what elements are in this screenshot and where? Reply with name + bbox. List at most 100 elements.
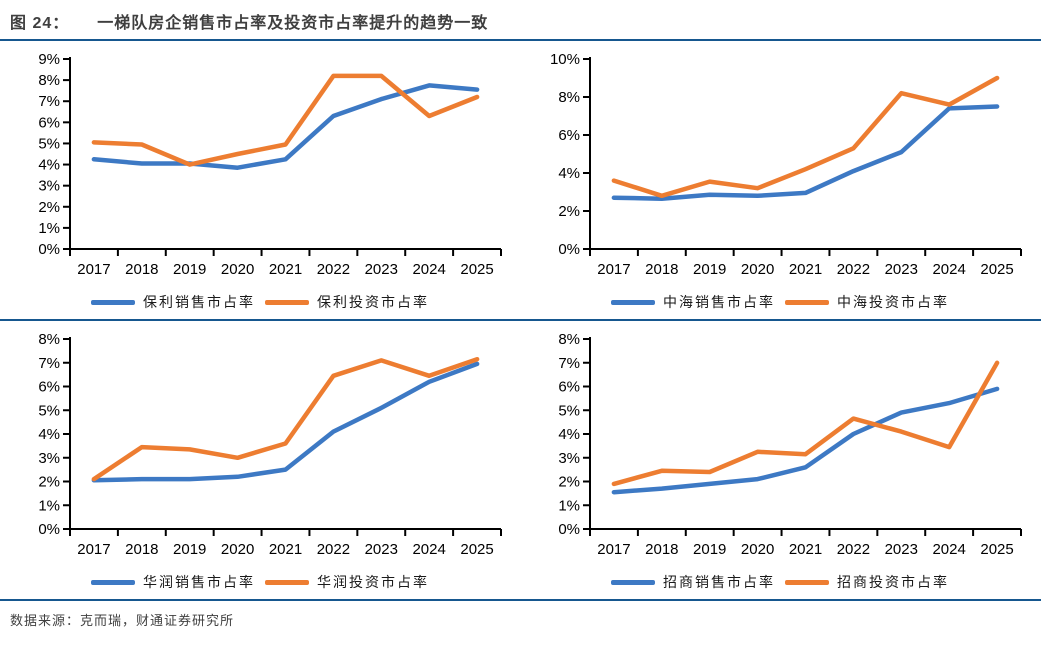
x-tick-label: 2020	[740, 261, 773, 278]
x-tick-label: 2019	[693, 261, 726, 278]
svg-text:6%: 6%	[558, 379, 580, 396]
chart-block-zhonghai: 0% 2% 4% 6% 8% 10% 2017 2018 2019 2020 2021 2022 202…	[520, 47, 1040, 317]
svg-text:0%: 0%	[38, 241, 60, 258]
figure-footer: 数据来源：克而瑞，财通证券研究所	[0, 601, 1041, 630]
svg-text:6%: 6%	[558, 127, 580, 144]
legend-line-marker	[91, 579, 135, 585]
svg-text:3%: 3%	[38, 450, 60, 467]
legend-label: 保利销售市占率	[143, 296, 255, 311]
figure-number-label: 图 24：	[10, 15, 70, 32]
svg-text:7%: 7%	[38, 355, 60, 372]
zhonghai-chart: 0% 2% 4% 6% 8% 10% 2017 2018 2019 2020 2021 2022 202…	[549, 51, 1022, 278]
row-divider-rule	[0, 319, 1041, 321]
x-tick-label: 2023	[884, 541, 917, 558]
x-tick-label: 2021	[268, 261, 301, 278]
svg-text:3%: 3%	[558, 450, 580, 467]
svg-text:0%: 0%	[38, 521, 60, 538]
svg-text:8%: 8%	[558, 89, 580, 106]
poly-chart: 0% 1% 2% 3% 4% 5% 6% 7% 8% 9% 2017 2018 2019 2020 2021…	[38, 51, 502, 278]
svg-text:4%: 4%	[558, 426, 580, 443]
series-line	[91, 83, 479, 170]
x-tick-label: 2024	[412, 541, 445, 558]
svg-text:9%: 9%	[38, 51, 60, 68]
legend-label: 中海销售市占率	[663, 296, 775, 311]
chart-block-huarun: 0% 1% 2% 3% 4% 5% 6% 7% 8% 2017 2018 2019 2020 2021 20…	[0, 327, 520, 597]
huarun-chart-legend: 华润销售市占率 华润投资市占率	[91, 567, 429, 597]
series-line	[91, 361, 479, 483]
x-tick-label: 2023	[884, 261, 917, 278]
legend-line-marker	[265, 579, 309, 585]
x-tick-label: 2020	[220, 541, 253, 558]
x-tick-label: 2022	[316, 541, 349, 558]
svg-text:8%: 8%	[558, 331, 580, 348]
legend-item: 中海销售市占率	[611, 292, 775, 312]
legend-line-marker	[611, 579, 655, 585]
x-tick-label: 2023	[364, 261, 397, 278]
series-line	[611, 104, 999, 201]
x-tick-label: 2024	[932, 261, 965, 278]
svg-text:8%: 8%	[38, 72, 60, 89]
svg-text:0%: 0%	[558, 521, 580, 538]
svg-text:3%: 3%	[38, 178, 60, 195]
series-line	[611, 386, 999, 495]
poly-chart-legend: 保利销售市占率 保利投资市占率	[91, 287, 429, 317]
x-tick-label: 2025	[980, 541, 1013, 558]
legend-item: 华润销售市占率	[91, 572, 255, 592]
x-tick-label: 2023	[364, 541, 397, 558]
header-rule	[0, 39, 1041, 41]
x-tick-label: 2025	[460, 261, 493, 278]
legend-item: 中海投资市占率	[785, 292, 949, 312]
svg-text:2%: 2%	[38, 199, 60, 216]
x-tick-label: 2025	[980, 261, 1013, 278]
svg-text:7%: 7%	[558, 355, 580, 372]
legend-item: 保利销售市占率	[91, 292, 255, 312]
legend-label: 中海投资市占率	[837, 296, 949, 311]
x-tick-label: 2018	[645, 541, 678, 558]
x-tick-label: 2021	[268, 541, 301, 558]
svg-text:2%: 2%	[38, 474, 60, 491]
svg-text:2%: 2%	[558, 203, 580, 220]
svg-text:8%: 8%	[38, 331, 60, 348]
x-tick-label: 2017	[597, 541, 630, 558]
x-tick-label: 2024	[412, 261, 445, 278]
chart-block-poly: 0% 1% 2% 3% 4% 5% 6% 7% 8% 9% 2017 2018 2019 2020 2021…	[0, 47, 520, 317]
zhonghai-chart-legend: 中海销售市占率 中海投资市占率	[611, 287, 949, 317]
legend-line-marker	[785, 579, 829, 585]
legend-line-marker	[91, 299, 135, 305]
figure-title: 一梯队房企销售市占率及投资市占率提升的趋势一致	[97, 15, 489, 32]
svg-text:6%: 6%	[38, 114, 60, 131]
svg-text:6%: 6%	[38, 379, 60, 396]
svg-text:4%: 4%	[38, 426, 60, 443]
series-line	[611, 360, 999, 487]
x-tick-label: 2022	[316, 261, 349, 278]
x-tick-label: 2025	[460, 541, 493, 558]
x-tick-label: 2018	[645, 261, 678, 278]
series-line	[611, 75, 999, 199]
svg-text:1%: 1%	[558, 497, 580, 514]
footer-rule	[0, 599, 1041, 601]
figure-header: 图 24： 一梯队房企销售市占率及投资市占率提升的趋势一致	[0, 0, 1041, 39]
x-tick-label: 2019	[173, 541, 206, 558]
x-tick-label: 2024	[932, 541, 965, 558]
legend-item: 招商销售市占率	[611, 572, 775, 592]
x-tick-label: 2022	[836, 541, 869, 558]
svg-text:1%: 1%	[38, 497, 60, 514]
svg-text:5%: 5%	[38, 402, 60, 419]
legend-label: 招商销售市占率	[663, 576, 775, 591]
x-tick-label: 2017	[597, 261, 630, 278]
svg-text:5%: 5%	[38, 135, 60, 152]
svg-text:4%: 4%	[558, 165, 580, 182]
x-tick-label: 2020	[220, 261, 253, 278]
legend-line-marker	[265, 299, 309, 305]
zhaoshang-chart: 0% 1% 2% 3% 4% 5% 6% 7% 8% 2017 2018 2019 2020 2021 20…	[558, 331, 1022, 558]
legend-item: 招商投资市占率	[785, 572, 949, 592]
svg-text:0%: 0%	[558, 241, 580, 258]
zhaoshang-chart-legend: 招商销售市占率 招商投资市占率	[611, 567, 949, 597]
huarun-chart: 0% 1% 2% 3% 4% 5% 6% 7% 8% 2017 2018 2019 2020 2021 20…	[38, 331, 502, 558]
legend-line-marker	[785, 299, 829, 305]
legend-label: 华润投资市占率	[317, 576, 429, 591]
svg-text:2%: 2%	[558, 474, 580, 491]
legend-item: 华润投资市占率	[265, 572, 429, 592]
x-tick-label: 2018	[125, 261, 158, 278]
